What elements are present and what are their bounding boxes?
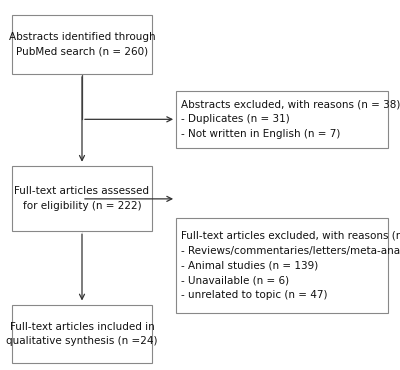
FancyBboxPatch shape (176, 91, 388, 148)
FancyBboxPatch shape (12, 305, 152, 363)
FancyBboxPatch shape (12, 15, 152, 74)
Text: Full-text articles assessed
for eligibility (n = 222): Full-text articles assessed for eligibil… (14, 186, 150, 211)
Text: Abstracts identified through
PubMed search (n = 260): Abstracts identified through PubMed sear… (9, 32, 155, 57)
FancyBboxPatch shape (176, 218, 388, 313)
Text: Full-text articles excluded, with reasons (n = 198):
- Reviews/commentaries/lett: Full-text articles excluded, with reason… (181, 231, 400, 300)
FancyBboxPatch shape (12, 166, 152, 231)
Text: Abstracts excluded, with reasons (n = 38):
- Duplicates (n = 31)
- Not written i: Abstracts excluded, with reasons (n = 38… (181, 100, 400, 139)
Text: Full-text articles included in
qualitative synthesis (n =24): Full-text articles included in qualitati… (6, 322, 158, 346)
